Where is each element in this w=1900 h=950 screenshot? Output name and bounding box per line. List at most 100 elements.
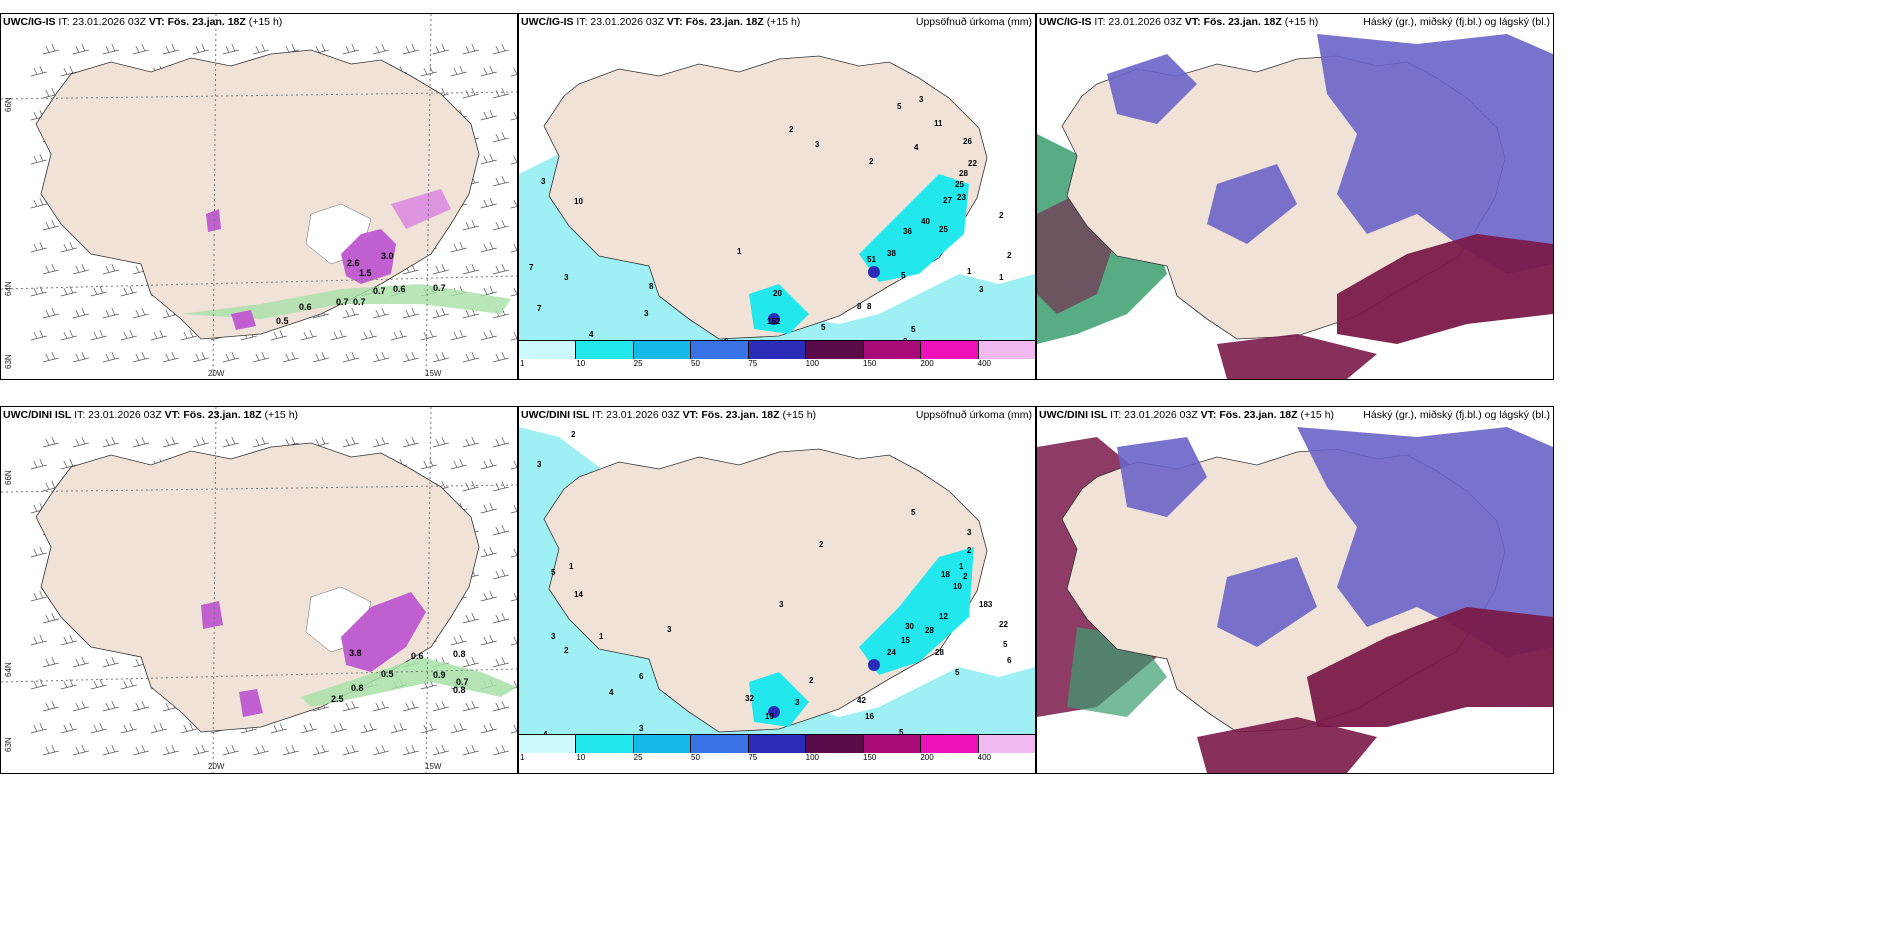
precip-blue-south (749, 672, 809, 727)
legend-swatch (519, 341, 577, 359)
svg-text:10: 10 (953, 582, 962, 591)
legend-tick-label: 1 (520, 359, 525, 368)
wind-barb (150, 329, 167, 341)
svg-text:2: 2 (1007, 251, 1012, 260)
precip-blue-south (749, 284, 809, 334)
svg-text:2: 2 (999, 211, 1004, 220)
value-label: 0.8 (351, 683, 364, 693)
wind-barb (162, 351, 179, 363)
wind-barb (372, 43, 389, 55)
value-label: 0.6 (299, 302, 312, 312)
wind-barb (342, 351, 359, 363)
precip-legend-bar (519, 340, 1035, 360)
svg-text:26: 26 (963, 137, 972, 146)
svg-text:8: 8 (867, 302, 872, 311)
wind-barb (492, 700, 509, 712)
wind-barb (492, 351, 509, 363)
wind-barb (90, 678, 107, 690)
panel-variable-title: Uppsöfnuð úrkoma (mm) (915, 409, 1032, 421)
wind-barb (102, 43, 119, 55)
wind-barb (60, 722, 77, 734)
wind-barb (192, 744, 209, 756)
graticule-66n (1, 484, 517, 493)
panel-clouds-igis: UWC/IG-IS IT: 23.01.2026 03Z VT: Fös. 23… (1036, 13, 1554, 380)
wind-barb (402, 436, 419, 448)
legend-tick-label: 75 (748, 359, 758, 368)
svg-text:38: 38 (887, 249, 896, 258)
svg-text:4: 4 (609, 688, 614, 697)
svg-text:1: 1 (737, 247, 742, 256)
wind-barb (30, 634, 47, 646)
value-label: 3.0 (381, 251, 394, 261)
wind-barb (162, 43, 179, 55)
wind-barb (72, 43, 89, 55)
wind-barb (462, 656, 479, 668)
wind-barb (510, 155, 517, 165)
wind-barb (432, 43, 449, 55)
value-label: 0.5 (381, 669, 394, 679)
wind-barb (510, 592, 517, 602)
wind-barb (132, 307, 149, 319)
legend-swatch (921, 341, 979, 359)
wind-barb (432, 351, 449, 363)
wind-barb (372, 307, 389, 319)
wind-barb (102, 263, 119, 275)
precip-blue-east (859, 547, 974, 675)
wind-barb (30, 197, 47, 209)
wind-barb (282, 744, 299, 756)
value-label: 0.6 (411, 651, 424, 661)
wind-barb (492, 263, 509, 275)
panel-variable-title: Uppsöfnuð úrkoma (mm) (915, 16, 1032, 28)
wind-barb (72, 351, 89, 363)
precip-legend-bar (519, 734, 1035, 754)
wind-barb (102, 351, 119, 363)
wind-barb (102, 307, 119, 319)
legend-tick-label: 100 (805, 359, 820, 368)
svg-text:16: 16 (865, 712, 874, 721)
wind-barb (60, 285, 77, 297)
legend-tick-label: 10 (576, 359, 586, 368)
legend-swatch (576, 735, 634, 753)
value-label: 0.9 (433, 670, 446, 680)
legend-tick-label: 25 (633, 359, 643, 368)
wind-barb (312, 351, 329, 363)
wind-barb (252, 744, 269, 756)
lat-label-64n: 64N (4, 281, 13, 296)
svg-text:183: 183 (979, 600, 993, 609)
svg-text:2: 2 (789, 125, 794, 134)
svg-text:3: 3 (639, 724, 644, 733)
wind-barb (30, 65, 47, 77)
precip-max-south (768, 313, 780, 325)
wind-barb (60, 678, 77, 690)
legend-tick-label: 10 (576, 753, 586, 762)
svg-text:7: 7 (529, 263, 534, 272)
svg-text:24: 24 (887, 648, 896, 657)
graticule-64n (1, 668, 517, 683)
svg-text:28: 28 (959, 169, 968, 178)
wind-barb (492, 612, 509, 624)
legend-swatch (691, 341, 749, 359)
value-label: 0.7 (353, 297, 366, 307)
wind-barb (480, 722, 497, 734)
svg-text:22: 22 (999, 620, 1008, 629)
wind-barb (372, 436, 389, 448)
wind-barb (180, 329, 197, 341)
wind-barb (30, 722, 47, 734)
wind-barb (450, 241, 467, 253)
svg-text:1: 1 (959, 562, 964, 571)
legend-swatch (633, 341, 692, 359)
svg-text:11: 11 (934, 119, 943, 128)
wind-barb (102, 656, 119, 668)
svg-text:36: 36 (903, 227, 912, 236)
wind-barb (462, 43, 479, 55)
wind-barb (372, 351, 389, 363)
cloud-high-east (1317, 34, 1553, 274)
svg-text:10: 10 (574, 197, 583, 206)
wind-barb (330, 329, 347, 341)
wind-barb (300, 329, 317, 341)
wind-barb (462, 700, 479, 712)
svg-text:2: 2 (571, 430, 576, 439)
svg-text:19: 19 (765, 712, 774, 721)
